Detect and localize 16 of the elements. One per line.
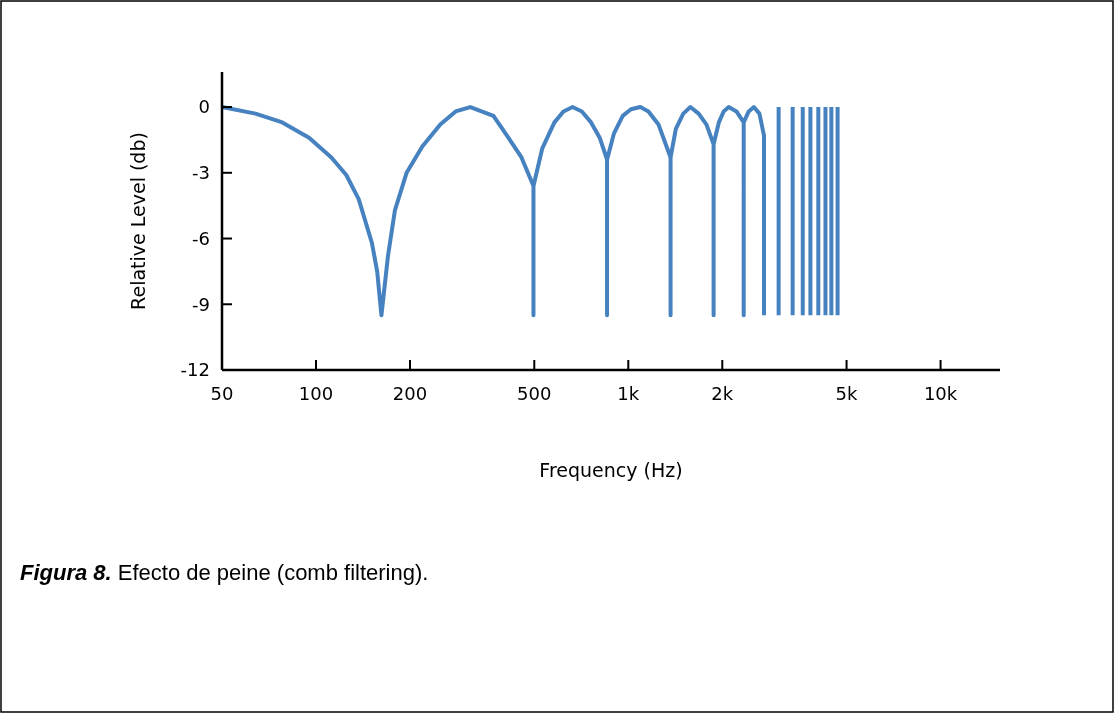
text: Figura 8. Efecto de peine (comb filtering). bbox=[20, 560, 429, 585]
x-tick-label: 500 bbox=[517, 383, 552, 404]
x-tick-label: 1k bbox=[617, 383, 640, 404]
y-tick-label: -6 bbox=[192, 227, 210, 249]
x-axis-title: Frequency (Hz) bbox=[539, 459, 683, 481]
y-tick-label: -9 bbox=[192, 293, 210, 315]
y-axis-title: Relative Level (db) bbox=[127, 132, 149, 310]
x-tick-label: 2k bbox=[711, 383, 734, 404]
y-tick-label: -3 bbox=[192, 162, 210, 184]
x-tick-label: 200 bbox=[392, 383, 428, 404]
y-tick-label: -12 bbox=[180, 359, 210, 381]
x-tick-label: 10k bbox=[923, 383, 958, 404]
x-tick-label: 5k bbox=[835, 383, 859, 404]
x-tick-label: 100 bbox=[298, 383, 334, 404]
y-tick-label: 0 bbox=[198, 96, 210, 118]
x-tick-label: 50 bbox=[210, 383, 234, 404]
